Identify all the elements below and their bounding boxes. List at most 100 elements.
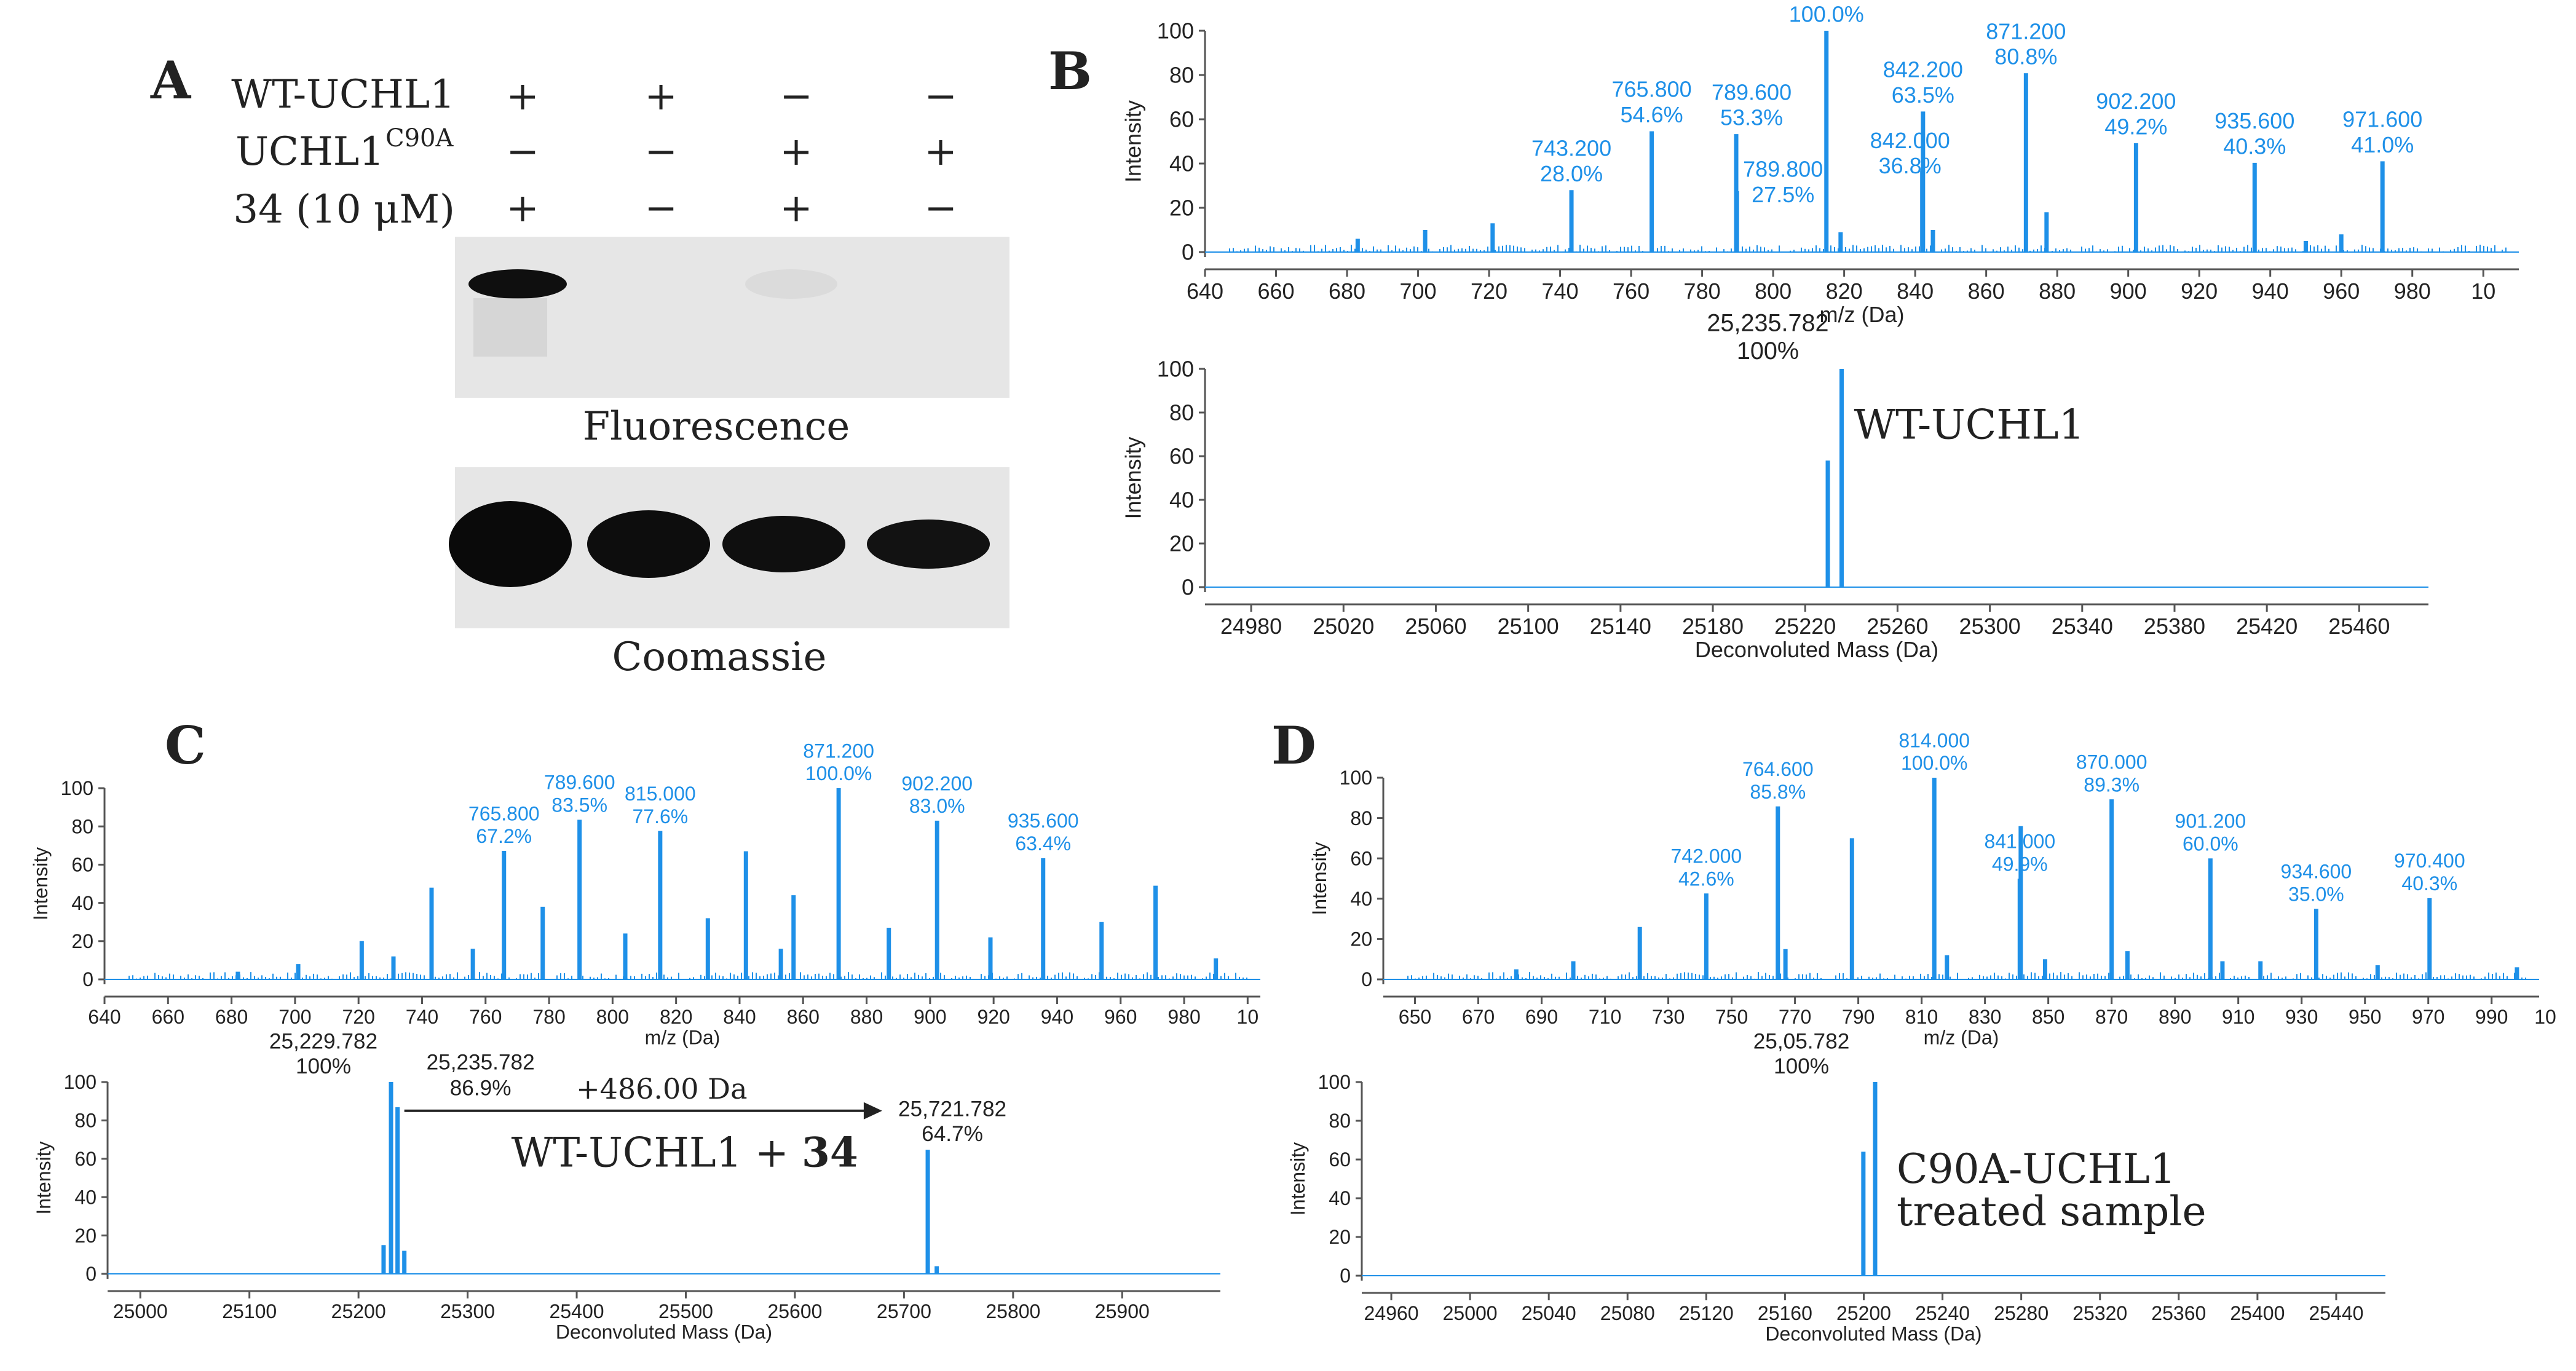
x-tick-label: 660: [1257, 279, 1294, 304]
gel-sign: −: [506, 129, 539, 175]
x-tick-label: 640: [88, 1006, 121, 1028]
y-tick-label: 60: [74, 1148, 97, 1170]
x-tick-label: 640: [1187, 279, 1223, 304]
x-tick-label: 720: [1471, 279, 1507, 304]
x-tick-label: 930: [2285, 1006, 2318, 1028]
y-tick-label: 0: [1361, 968, 1372, 990]
y-tick-label: 80: [1169, 400, 1194, 425]
y-tick-label: 0: [1340, 1265, 1351, 1287]
spectrum-inset-label: WT-UCHL1 + 34: [512, 1128, 858, 1176]
y-axis-label: Intensity: [1308, 842, 1330, 915]
x-axis-label: Deconvoluted Mass (Da): [1765, 1323, 1981, 1345]
y-tick-label: 40: [74, 1186, 97, 1208]
x-tick-label: 920: [2181, 279, 2218, 304]
x-tick-label: 800: [1755, 279, 1792, 304]
peak-annotation-label: 765.800: [1612, 77, 1692, 102]
y-axis-label: Intensity: [1121, 100, 1146, 183]
x-tick-label: 650: [1399, 1006, 1431, 1028]
x-tick-label: 25140: [1590, 614, 1651, 639]
gel-sign: −: [644, 129, 678, 175]
y-tick-label: 100: [64, 1071, 97, 1093]
coomassie-band: [867, 520, 990, 569]
fluorescence-smear: [473, 298, 547, 357]
peak-annotation-label: 765.800: [468, 802, 540, 824]
y-tick-label: 60: [1350, 847, 1372, 869]
x-tick-label: 850: [2032, 1006, 2064, 1028]
peak-annotation-percent: 28.0%: [1540, 161, 1603, 186]
peak-annotation-percent: 40.3%: [2223, 134, 2286, 159]
x-tick-label: 960: [1104, 1006, 1137, 1028]
peak-annotation-label: 815.000: [625, 783, 696, 805]
x-tick-label: 910: [2222, 1006, 2254, 1028]
panel-letter-c: C: [165, 715, 206, 776]
inset-text: WT-UCHL1 +: [512, 1129, 802, 1176]
x-tick-label: 25220: [1774, 614, 1836, 639]
gel-panel: WT-UCHL1 UCHL1 C90A 34 (10 μM) + + − − − − + + +…: [231, 72, 1009, 680]
x-tick-label: 990: [2475, 1006, 2508, 1028]
y-tick-label: 0: [82, 968, 93, 990]
spectrum-inset-label: C90A-UCHL1: [1897, 1145, 2176, 1193]
y-axis-label: Intensity: [1287, 1142, 1309, 1215]
x-tick-label: 780: [532, 1006, 565, 1028]
chart-d-top: 0 20 40 60 80 100 650 670 690 710 730 750 770 790 810 8…: [1308, 729, 2556, 1048]
x-tick-label: 24980: [1220, 614, 1282, 639]
peak-annotation-percent: 63.5%: [1892, 82, 1954, 108]
inset-bold-compound: 34: [802, 1128, 858, 1176]
x-tick-label: 25700: [877, 1300, 931, 1322]
gel-sign: −: [780, 74, 813, 119]
x-tick-label: 25420: [2236, 614, 2297, 639]
gel-sign: +: [924, 129, 957, 175]
x-tick-label: 25160: [1758, 1302, 1812, 1324]
chart-b-top: 0 20 40 60 80 100 640 660 680 700 720 740 760 780 800 8…: [1121, 0, 2519, 327]
x-tick-label: 980: [1167, 1006, 1200, 1028]
x-tick-label: 25120: [1679, 1302, 1734, 1324]
x-tick-label: 740: [406, 1006, 438, 1028]
y-tick-label: 60: [1329, 1148, 1351, 1171]
peak-annotation-percent: 60.0%: [2183, 832, 2238, 855]
peak-annotation-percent: 49.9%: [1992, 853, 2048, 875]
x-tick-label: 25500: [658, 1300, 713, 1322]
x-tick-label: 25400: [2230, 1302, 2285, 1324]
x-tick-label: 880: [2039, 279, 2076, 304]
peak-annotation-label: 842.000: [1870, 128, 1950, 153]
y-tick-label: 20: [1169, 531, 1194, 556]
x-tick-label: 730: [1652, 1006, 1685, 1028]
x-tick-label: 980: [2394, 279, 2431, 304]
y-tick-label: 100: [1157, 357, 1194, 382]
peak-annotation-label: 971.600: [2342, 107, 2422, 132]
y-axis-label: Intensity: [33, 1141, 55, 1214]
gel-sign: +: [780, 129, 813, 175]
peak-annotation-label: 935.600: [1008, 810, 1079, 832]
gel-sign: +: [780, 186, 813, 231]
peak-annotation-percent: 42.6%: [1678, 867, 1734, 890]
y-axis-label: Intensity: [1121, 437, 1146, 519]
peak-annotation-percent: 63.4%: [1015, 832, 1071, 855]
gel-sign: +: [644, 74, 678, 119]
x-tick-label: 960: [2323, 279, 2360, 304]
x-tick-label: 890: [2159, 1006, 2191, 1028]
x-tick-label: 870: [2095, 1006, 2128, 1028]
x-tick-label: 970: [2412, 1006, 2444, 1028]
gel-sign: −: [924, 74, 957, 119]
peak-annotation-percent: 77.6%: [632, 805, 688, 828]
y-tick-label: 40: [71, 892, 93, 914]
x-tick-label: 950: [2349, 1006, 2381, 1028]
x-tick-label: 10: [2534, 1006, 2556, 1028]
x-tick-label: 25800: [986, 1300, 1040, 1322]
x-tick-label: 25300: [440, 1300, 495, 1322]
x-tick-label: 25000: [1443, 1302, 1498, 1324]
y-tick-label: 20: [1169, 196, 1194, 221]
peak-annotation-label: 25,235.782: [1707, 310, 1828, 337]
peak-annotation-percent: 100.0%: [805, 762, 872, 784]
y-tick-label: 40: [1329, 1187, 1351, 1209]
y-tick-label: 0: [85, 1263, 97, 1285]
gel-row-label-c90a: UCHL1: [235, 129, 384, 175]
x-tick-label: 25000: [113, 1300, 168, 1322]
gel-row-label-compound: 34 (10 μM): [233, 187, 455, 232]
peak-annotation-label: 841.000: [1984, 831, 2055, 853]
chart-d-bottom: 0 20 40 60 80 100 24960 25000 25040 25080 25120 251…: [1287, 1029, 2385, 1345]
gel-row-label-c90a-superscript: C90A: [385, 124, 454, 152]
x-tick-label: 25460: [2328, 614, 2390, 639]
y-tick-label: 80: [71, 815, 93, 837]
